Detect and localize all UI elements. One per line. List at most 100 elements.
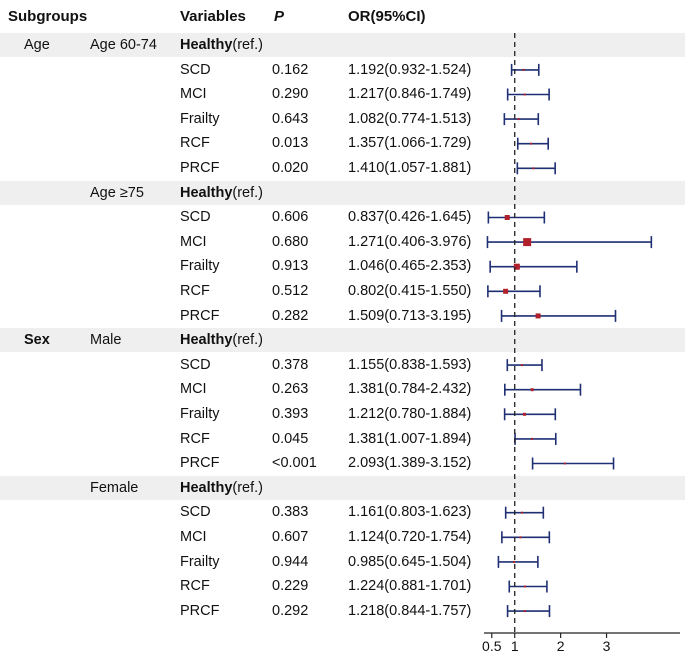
or-marker bbox=[531, 437, 534, 440]
reference-label: Healthy(ref.) bbox=[180, 331, 263, 349]
row-p-value: 0.680 bbox=[272, 233, 309, 250]
row-or-ci: 0.985(0.645-1.504) bbox=[348, 553, 472, 570]
row-p-value: 0.643 bbox=[272, 110, 309, 127]
row-label: RCF bbox=[180, 135, 210, 152]
row-or-ci: 1.381(1.007-1.894) bbox=[348, 430, 472, 447]
row-or-ci: 0.837(0.426-1.645) bbox=[348, 209, 472, 226]
or-marker bbox=[523, 238, 532, 247]
or-marker bbox=[520, 364, 523, 367]
header-p: P bbox=[274, 8, 285, 25]
row-or-ci: 1.509(0.713-3.195) bbox=[348, 307, 472, 324]
row-label: PRCF bbox=[180, 307, 220, 324]
group-band bbox=[0, 33, 685, 57]
row-label: RCF bbox=[180, 430, 210, 447]
row-or-ci: 1.161(0.803-1.623) bbox=[348, 504, 472, 521]
row-p-value: 0.290 bbox=[272, 86, 309, 103]
row-label: Frailty bbox=[180, 258, 220, 275]
reference-label: Healthy(ref.) bbox=[180, 479, 263, 497]
row-label: SCD bbox=[180, 356, 211, 373]
row-p-value: 0.913 bbox=[272, 258, 309, 275]
row-p-value: 0.045 bbox=[272, 430, 309, 447]
row-or-ci: 1.218(0.844-1.757) bbox=[348, 602, 472, 619]
row-or-ci: 0.802(0.415-1.550) bbox=[348, 283, 472, 299]
group-variable: Age bbox=[24, 37, 50, 53]
row-label: MCI bbox=[180, 529, 207, 545]
row-p-value: 0.944 bbox=[272, 553, 309, 570]
row-p-value: 0.607 bbox=[272, 529, 309, 545]
group-band bbox=[0, 180, 685, 205]
reference-category: Healthy bbox=[180, 37, 233, 53]
row-label: PRCF bbox=[180, 455, 220, 472]
reference-category: Healthy bbox=[180, 332, 233, 349]
row-p-value: 0.013 bbox=[272, 135, 309, 152]
reference-suffix: (ref.) bbox=[232, 184, 263, 201]
or-marker bbox=[563, 462, 566, 465]
row-label: Frailty bbox=[180, 406, 220, 422]
row-or-ci: 2.093(1.389-3.152) bbox=[348, 455, 472, 472]
row-or-ci: 1.271(0.406-3.976) bbox=[348, 233, 472, 250]
row-label: RCF bbox=[180, 578, 210, 595]
x-axis-tick-label: 0.5 bbox=[482, 638, 502, 651]
header-or: OR(95%CI) bbox=[348, 8, 426, 25]
row-or-ci: 1.082(0.774-1.513) bbox=[348, 110, 472, 127]
group-level: Male bbox=[90, 332, 122, 349]
row-label: Frailty bbox=[180, 553, 220, 570]
or-marker bbox=[513, 263, 520, 270]
x-axis-tick-label: 2 bbox=[557, 638, 565, 651]
row-or-ci: 1.381(0.784-2.432) bbox=[348, 381, 472, 398]
row-label: SCD bbox=[180, 61, 211, 78]
group-band bbox=[0, 328, 685, 353]
or-marker bbox=[535, 313, 541, 319]
x-axis-tick-label: 1 bbox=[511, 638, 519, 651]
row-p-value: 0.020 bbox=[272, 160, 309, 176]
row-p-value: 0.229 bbox=[272, 578, 309, 595]
row-label: Frailty bbox=[180, 110, 220, 127]
row-label: RCF bbox=[180, 283, 210, 299]
group-band bbox=[0, 475, 685, 500]
reference-category: Healthy bbox=[180, 479, 233, 496]
or-marker bbox=[524, 585, 527, 588]
row-or-ci: 1.224(0.881-1.701) bbox=[348, 578, 472, 595]
row-or-ci: 1.357(1.066-1.729) bbox=[348, 135, 472, 152]
or-marker bbox=[504, 215, 510, 220]
or-marker bbox=[523, 93, 526, 96]
or-marker bbox=[523, 610, 526, 613]
reference-suffix: (ref.) bbox=[232, 332, 263, 349]
reference-suffix: (ref.) bbox=[232, 37, 263, 53]
group-variable: Sex bbox=[24, 332, 50, 349]
header-variables: Variables bbox=[180, 8, 246, 25]
row-p-value: 0.263 bbox=[272, 381, 309, 398]
or-marker bbox=[517, 118, 520, 121]
row-or-ci: 1.124(0.720-1.754) bbox=[348, 529, 472, 545]
or-marker bbox=[530, 388, 534, 392]
or-marker bbox=[522, 412, 526, 416]
group-level: Age ≥75 bbox=[90, 184, 144, 201]
row-label: PRCF bbox=[180, 602, 220, 619]
or-marker bbox=[532, 167, 535, 170]
row-or-ci: 1.212(0.780-1.884) bbox=[348, 406, 472, 422]
or-marker bbox=[522, 68, 525, 71]
reference-label: Healthy(ref.) bbox=[180, 36, 263, 54]
row-label: MCI bbox=[180, 86, 207, 103]
or-marker bbox=[519, 536, 522, 539]
row-p-value: 0.383 bbox=[272, 504, 309, 521]
x-axis-tick-label: 3 bbox=[603, 638, 611, 651]
row-label: MCI bbox=[180, 233, 207, 250]
row-label: MCI bbox=[180, 381, 207, 398]
row-or-ci: 1.192(0.932-1.524) bbox=[348, 61, 472, 78]
row-or-ci: 1.155(0.838-1.593) bbox=[348, 356, 472, 373]
row-p-value: 0.162 bbox=[272, 61, 309, 78]
row-p-value: 0.393 bbox=[272, 406, 309, 422]
or-marker bbox=[530, 142, 533, 145]
reference-suffix: (ref.) bbox=[232, 479, 263, 496]
group-level: Age 60-74 bbox=[90, 37, 157, 53]
group-level: Female bbox=[90, 479, 139, 496]
reference-category: Healthy bbox=[180, 184, 233, 201]
row-or-ci: 1.410(1.057-1.881) bbox=[348, 160, 472, 176]
row-or-ci: 1.217(0.846-1.749) bbox=[348, 86, 472, 103]
row-p-value: 0.378 bbox=[272, 356, 309, 373]
or-marker bbox=[503, 288, 509, 294]
row-label: SCD bbox=[180, 504, 211, 521]
row-p-value: 0.292 bbox=[272, 602, 309, 619]
